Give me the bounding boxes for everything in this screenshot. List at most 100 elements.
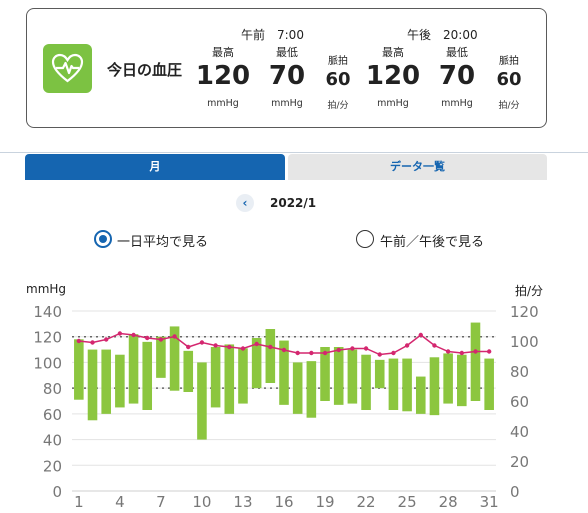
systolic-unit: mmHg: [377, 98, 409, 109]
x-tick-label: 22: [357, 493, 376, 511]
radio-am-pm[interactable]: [356, 230, 374, 248]
y-tick-label: 20: [43, 457, 62, 475]
pulse-point: [391, 350, 396, 356]
x-tick-label: 7: [156, 493, 166, 511]
bp-range-bar: [251, 338, 262, 389]
pulse-point: [336, 347, 341, 353]
y-tick-label: 40: [43, 432, 62, 450]
bp-range-bar: [279, 340, 289, 405]
bp-range-bar: [470, 322, 481, 401]
bp-range-bar: [74, 339, 84, 400]
pulse-point: [76, 338, 82, 344]
pulse-point: [295, 350, 300, 356]
pulse-point: [103, 337, 109, 342]
pulse-point: [309, 350, 314, 356]
radio-daily-average-label[interactable]: 一日平均で見る: [117, 235, 209, 250]
y-tick-label: 140: [33, 303, 62, 321]
y2-tick-label: 0: [510, 483, 520, 501]
pulse-unit: 拍/分: [498, 101, 520, 111]
bp-range-bar: [402, 358, 412, 412]
pulse-point: [473, 349, 478, 354]
diastolic-value: 70: [438, 61, 476, 91]
x-tick-label: 10: [192, 493, 211, 511]
tab-month[interactable]: 月: [25, 154, 285, 180]
y2-tick-label: 40: [510, 423, 529, 441]
bp-range-bar: [320, 347, 330, 401]
pulse-point: [432, 343, 437, 348]
pulse-point: [350, 346, 355, 351]
bp-range-bar: [169, 326, 180, 391]
y-tick-label: 100: [33, 354, 62, 372]
pulse-point: [377, 352, 382, 357]
pulse-point: [158, 337, 164, 342]
y-tick-label: 120: [33, 329, 62, 347]
bp-range-bar: [388, 358, 399, 410]
tab-data-list[interactable]: データ一覧: [288, 154, 547, 180]
y2-tick-label: 120: [510, 303, 539, 321]
pulse-point: [281, 347, 287, 353]
pulse-point: [322, 350, 328, 356]
diastolic-label: 最低: [446, 46, 468, 59]
x-tick-label: 19: [315, 493, 334, 511]
bp-range-bar: [333, 347, 344, 405]
pulse-point: [445, 349, 451, 354]
y-tick-label: 0: [52, 483, 62, 501]
pulse-point: [240, 346, 246, 351]
diastolic-unit: mmHg: [441, 98, 473, 109]
pulse-point: [186, 344, 191, 350]
right-axis-title: 拍/分: [515, 284, 544, 298]
y-tick-label: 80: [43, 380, 62, 398]
bp-range-bar: [210, 347, 221, 408]
pulse-point: [90, 340, 95, 345]
chevron-left-icon[interactable]: ‹: [236, 194, 254, 212]
heart-monitor-icon: [43, 44, 92, 93]
bp-range-bar: [224, 344, 235, 414]
bp-range-bar: [429, 357, 440, 416]
x-tick-label: 13: [233, 493, 252, 511]
pulse-point: [254, 341, 259, 347]
radio-am-pm-label[interactable]: 午前／午後で見る: [380, 235, 485, 250]
x-tick-label: 16: [274, 493, 293, 511]
systolic-label: 最高: [212, 46, 234, 59]
bp-range-bar: [156, 336, 166, 378]
card-title: 今日の血圧: [107, 61, 183, 79]
x-tick-label: 28: [439, 493, 458, 511]
y2-tick-label: 100: [510, 333, 539, 351]
x-tick-label: 4: [115, 493, 125, 511]
y2-tick-label: 80: [510, 363, 529, 381]
bp-range-bar: [457, 354, 467, 407]
bp-range-bar: [484, 358, 494, 410]
pulse-point: [131, 332, 136, 338]
bp-range-bar: [374, 359, 385, 389]
bp-range-bar: [347, 349, 358, 404]
bp-range-bar: [87, 349, 98, 421]
bp-range-bar: [128, 334, 139, 404]
bp-range-bar: [361, 354, 371, 410]
systolic-unit: mmHg: [207, 98, 239, 109]
bp-range-bar: [265, 329, 276, 383]
bp-range-bar: [443, 353, 453, 404]
morning-time: 午前 7:00: [241, 28, 304, 42]
diastolic-value: 70: [268, 61, 306, 91]
evening-time: 午後 20:00: [407, 28, 478, 42]
pulse-label: 脈拍: [328, 56, 348, 67]
y-tick-label: 60: [43, 406, 62, 424]
pulse-point: [145, 335, 150, 341]
pulse-label: 脈拍: [499, 56, 519, 67]
bp-range-bar: [292, 362, 303, 414]
section-divider: [0, 152, 588, 153]
systolic-label: 最高: [382, 46, 404, 59]
pulse-point: [486, 349, 492, 354]
bp-range-bar: [197, 362, 207, 440]
pulse-unit: 拍/分: [327, 101, 349, 111]
pulse-point: [268, 344, 273, 350]
current-month-label: 2022/1: [270, 196, 317, 210]
diastolic-unit: mmHg: [271, 98, 303, 109]
left-axis-title: mmHg: [26, 282, 67, 296]
pulse-point: [117, 331, 123, 336]
bp-range-bar: [183, 350, 194, 392]
radio-daily-average[interactable]: [94, 230, 112, 248]
x-tick-label: 25: [398, 493, 417, 511]
bp-range-bar: [238, 348, 248, 404]
pulse-point: [213, 343, 218, 348]
